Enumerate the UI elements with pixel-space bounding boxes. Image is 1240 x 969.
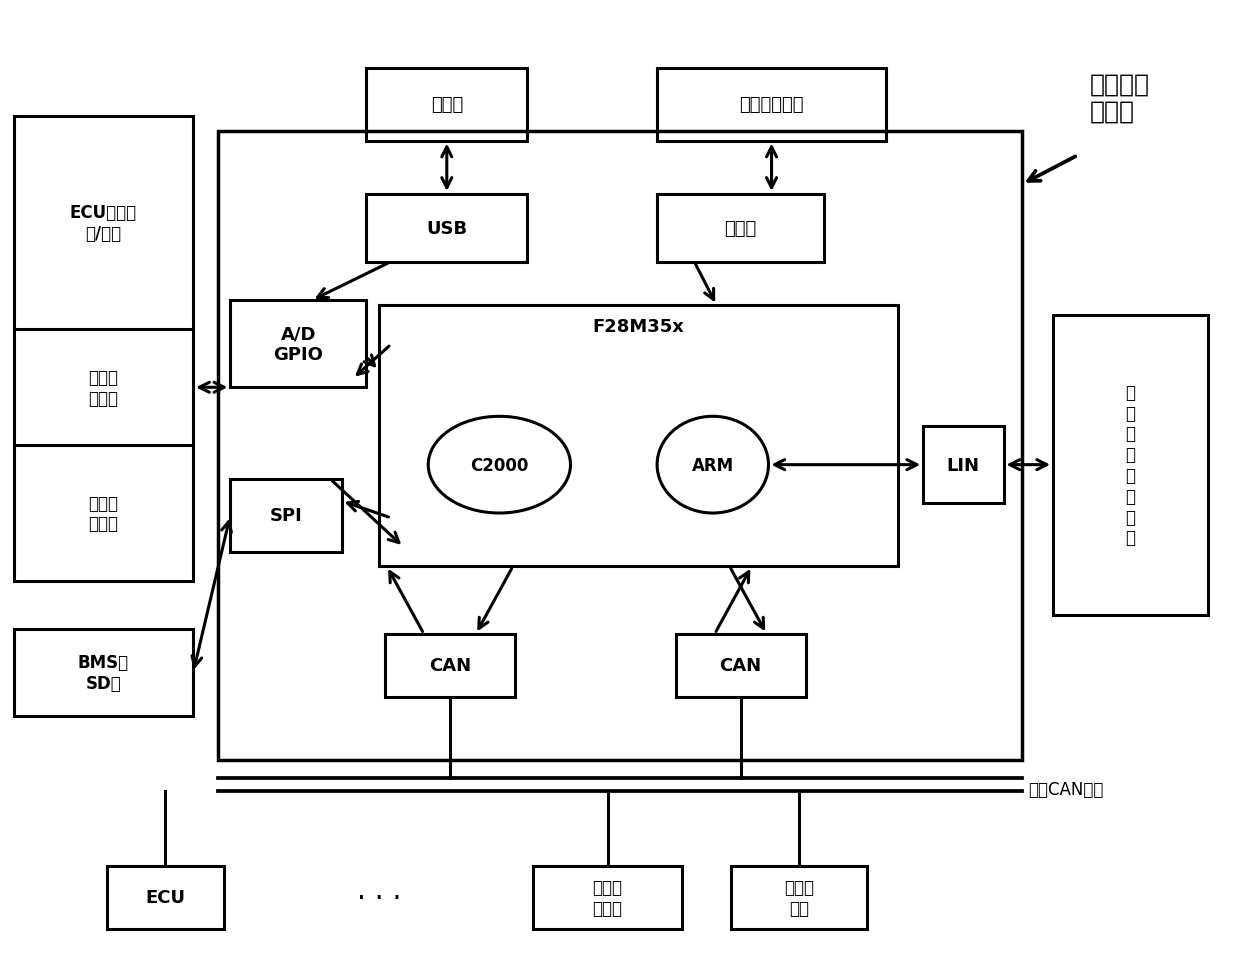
Text: 异构网络
仿真器: 异构网络 仿真器: [1090, 72, 1151, 124]
Text: ARM: ARM: [692, 456, 734, 474]
Bar: [14, 117, 193, 581]
Bar: [923, 426, 1003, 504]
Text: USB: USB: [427, 219, 467, 237]
Bar: [384, 635, 515, 697]
Text: BMS、
SD卡: BMS、 SD卡: [78, 653, 129, 692]
Bar: [1053, 316, 1208, 615]
Bar: [231, 301, 366, 388]
Bar: [366, 69, 527, 141]
Text: · · ·: · · ·: [357, 884, 401, 912]
Text: 以太网: 以太网: [724, 219, 756, 237]
Text: ECU: ECU: [145, 889, 185, 907]
Bar: [732, 866, 868, 929]
Text: 上位机: 上位机: [430, 96, 463, 114]
Text: 电机控
制器: 电机控 制器: [785, 878, 815, 917]
Text: 信号调
理输入: 信号调 理输入: [88, 494, 119, 533]
Text: CAN: CAN: [719, 657, 761, 674]
Text: 传动装
置控制: 传动装 置控制: [593, 878, 622, 917]
Text: 整车CAN网络: 整车CAN网络: [1028, 780, 1104, 797]
Text: SPI: SPI: [269, 507, 303, 525]
Bar: [657, 69, 887, 141]
Bar: [14, 630, 193, 716]
Text: A/D
GPIO: A/D GPIO: [273, 325, 324, 363]
Bar: [107, 866, 224, 929]
Text: CAN: CAN: [429, 657, 471, 674]
Text: LIN: LIN: [947, 456, 980, 474]
Text: ECU标准输
入/输出: ECU标准输 入/输出: [69, 204, 138, 243]
Bar: [231, 480, 342, 552]
Bar: [218, 132, 1022, 760]
Bar: [533, 866, 682, 929]
Text: 远程监控系统: 远程监控系统: [739, 96, 804, 114]
Bar: [366, 195, 527, 263]
Bar: [676, 635, 806, 697]
Text: 整
车
辅
助
电
气
系
统: 整 车 辅 助 电 气 系 统: [1126, 384, 1136, 547]
Text: C2000: C2000: [470, 456, 528, 474]
Bar: [657, 195, 825, 263]
Text: F28M35x: F28M35x: [593, 318, 684, 336]
Bar: [378, 306, 898, 567]
Text: 功率输
出驱动: 功率输 出驱动: [88, 368, 119, 407]
